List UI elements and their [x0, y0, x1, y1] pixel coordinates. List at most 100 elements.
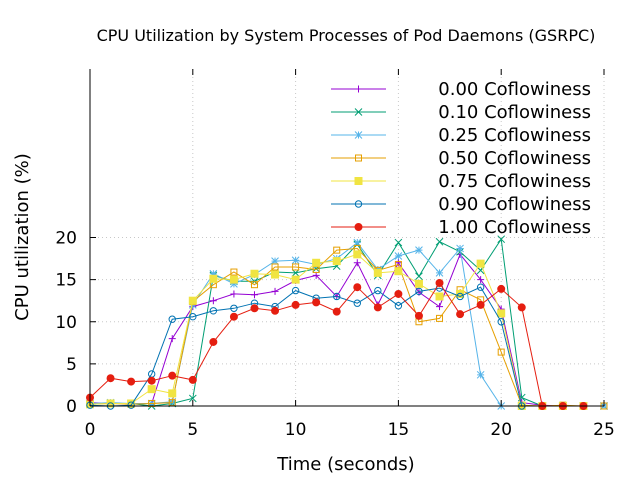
legend-marker	[354, 131, 363, 139]
series-1	[86, 235, 608, 410]
data-point	[230, 268, 238, 276]
data-point	[209, 274, 218, 283]
data-point	[127, 377, 136, 386]
data-point	[168, 371, 177, 380]
data-point	[353, 283, 362, 292]
data-point	[476, 370, 485, 379]
data-point	[436, 314, 444, 322]
data-point	[456, 292, 464, 301]
data-point	[373, 268, 382, 277]
data-point	[250, 281, 258, 289]
series-3	[86, 244, 608, 410]
data-point	[168, 315, 176, 323]
legend-item: 0.50 Coflowiness	[331, 148, 591, 169]
x-tick-label: 15	[388, 420, 410, 440]
data-point	[312, 298, 321, 307]
legend-label: 0.75 Coflowiness	[438, 171, 591, 192]
data-point	[188, 394, 197, 403]
data-point	[414, 311, 423, 320]
data-point	[394, 267, 403, 276]
data-point	[415, 287, 423, 296]
data-point	[229, 312, 238, 321]
series-6	[86, 278, 588, 410]
data-point	[435, 278, 444, 287]
data-point	[147, 376, 156, 385]
legend-marker	[355, 154, 362, 162]
series-line	[89, 253, 604, 407]
data-point	[353, 299, 361, 307]
data-point	[394, 252, 403, 260]
series-line	[89, 286, 584, 407]
data-point	[230, 304, 238, 312]
series-line	[90, 237, 604, 407]
data-point	[106, 399, 115, 408]
data-point	[374, 286, 382, 295]
data-point	[394, 302, 403, 310]
data-point	[250, 269, 259, 278]
series-line	[89, 241, 604, 407]
data-point	[435, 269, 444, 277]
legend-marker	[354, 108, 363, 116]
data-point	[291, 275, 300, 284]
data-point	[188, 296, 197, 305]
data-point	[106, 374, 115, 383]
legend-item: 0.10 Coflowiness	[331, 102, 591, 123]
data-point	[353, 238, 362, 247]
data-point	[497, 235, 506, 244]
y-tick-label: 10	[55, 313, 77, 333]
data-point	[497, 348, 505, 356]
x-axis-label: Time (seconds)	[276, 454, 414, 475]
data-point	[332, 307, 341, 316]
data-point	[415, 272, 423, 281]
data-point	[476, 283, 485, 291]
data-point	[435, 292, 444, 301]
data-point	[291, 286, 300, 295]
legend-marker	[354, 223, 363, 231]
series-0	[86, 250, 608, 410]
legend-item: 0.25 Coflowiness	[331, 125, 591, 146]
data-point	[271, 263, 279, 271]
legend-marker	[354, 177, 363, 185]
legend-label: 0.25 Coflowiness	[438, 125, 591, 146]
data-point	[127, 401, 135, 409]
data-point	[291, 269, 300, 277]
data-point	[414, 279, 423, 288]
data-point	[456, 244, 464, 253]
data-point	[127, 399, 136, 408]
data-point	[497, 309, 506, 318]
data-point	[497, 284, 506, 293]
chart-title: CPU Utilization by System Processes of P…	[97, 26, 596, 45]
data-point	[209, 297, 217, 305]
data-point	[353, 250, 362, 259]
data-point	[291, 256, 300, 265]
x-tick-label: 25	[593, 420, 615, 440]
legend-label: 0.10 Coflowiness	[438, 102, 591, 123]
data-point	[415, 246, 423, 254]
y-axis-label: CPU utilization (%)	[12, 153, 33, 321]
legend-label: 0.00 Coflowiness	[438, 79, 591, 100]
data-point	[230, 290, 238, 298]
data-point	[168, 389, 177, 398]
data-point	[373, 303, 382, 312]
data-point	[353, 259, 361, 267]
data-point	[188, 375, 197, 384]
x-tick-label: 0	[85, 420, 96, 440]
data-point	[209, 337, 218, 346]
ticks: 0 5 10 15 20 25 0 5 10 15 20	[55, 69, 615, 440]
series-2	[86, 238, 608, 410]
data-point	[456, 310, 465, 319]
data-point	[291, 300, 300, 309]
data-point	[271, 287, 279, 295]
data-point	[147, 385, 156, 394]
series-4	[86, 250, 588, 410]
legend-label: 1.00 Coflowiness	[438, 217, 591, 238]
series-layer	[86, 235, 608, 410]
legend-item: 0.75 Coflowiness	[331, 171, 591, 192]
data-point	[250, 291, 258, 299]
series-line	[89, 253, 584, 407]
y-tick-label: 0	[66, 397, 77, 417]
y-tick-label: 5	[66, 355, 77, 375]
data-point	[271, 270, 280, 279]
data-point	[312, 271, 320, 279]
